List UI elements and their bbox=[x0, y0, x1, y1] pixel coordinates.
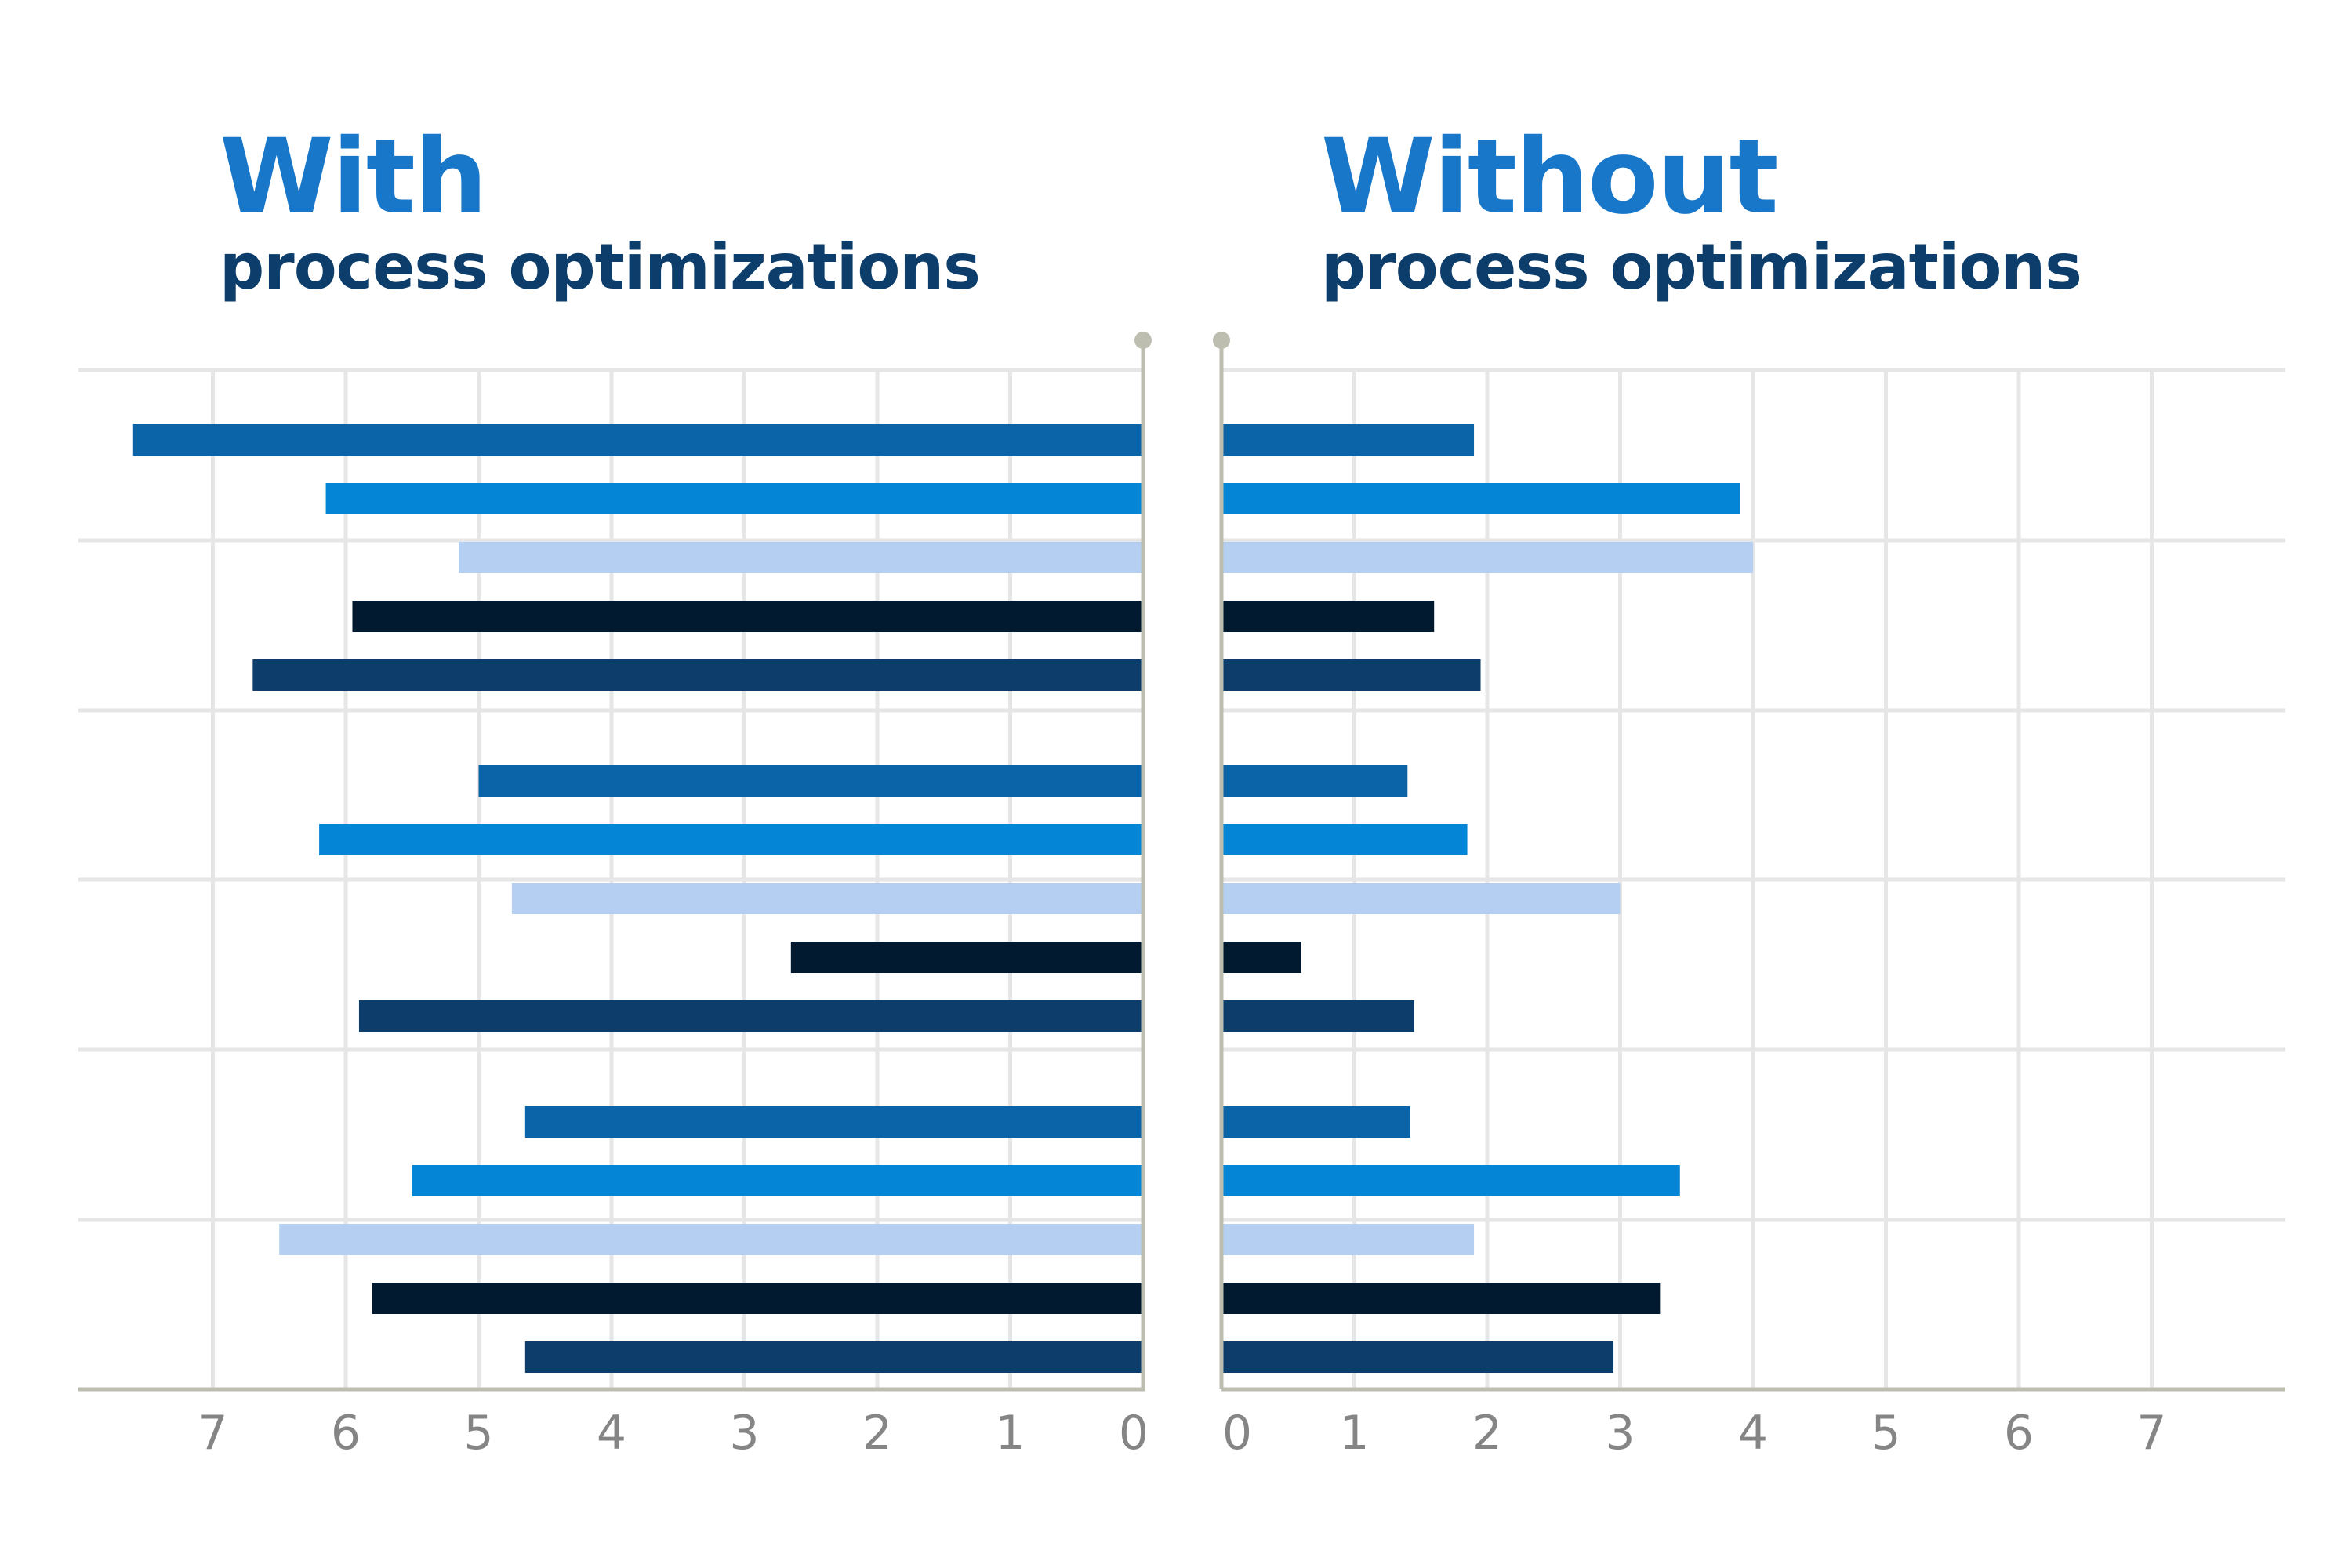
right-axis-dot bbox=[1213, 332, 1230, 349]
right-bar bbox=[1221, 542, 1753, 573]
right-x-tick-label: 7 bbox=[2136, 1406, 2166, 1461]
left-bar bbox=[524, 1341, 1143, 1373]
left-bar bbox=[319, 824, 1144, 855]
left-x-tick-label: 6 bbox=[331, 1406, 361, 1461]
right-bar bbox=[1221, 424, 1475, 456]
right-bar bbox=[1221, 659, 1481, 691]
right-x-tick-label: 3 bbox=[1605, 1406, 1635, 1461]
left-bar bbox=[412, 1165, 1143, 1196]
right-x-tick-label: 0 bbox=[1222, 1406, 1252, 1461]
right-x-tick-label: 5 bbox=[1871, 1406, 1900, 1461]
right-panel-title: Without bbox=[1321, 117, 1779, 238]
right-x-tick-label: 6 bbox=[2004, 1406, 2034, 1461]
left-panel-title: With bbox=[220, 117, 488, 238]
right-bar bbox=[1221, 1341, 1614, 1373]
left-bar bbox=[478, 765, 1143, 797]
right-bar bbox=[1221, 1165, 1680, 1196]
left-x-tick-label: 7 bbox=[198, 1406, 227, 1461]
left-bar bbox=[372, 1283, 1143, 1314]
left-bar bbox=[459, 542, 1143, 573]
left-x-tick-label: 0 bbox=[1119, 1406, 1149, 1461]
left-x-tick-label: 3 bbox=[729, 1406, 759, 1461]
right-bar bbox=[1221, 1106, 1410, 1138]
left-bar bbox=[511, 883, 1143, 914]
right-panel-title-block: Without process optimizations bbox=[1321, 125, 2082, 303]
left-x-tick-label: 2 bbox=[862, 1406, 892, 1461]
left-bar bbox=[790, 942, 1143, 973]
right-bar bbox=[1221, 1000, 1414, 1032]
left-x-tick-label: 1 bbox=[995, 1406, 1025, 1461]
right-bar bbox=[1221, 601, 1435, 632]
left-panel-subtitle: process optimizations bbox=[220, 230, 981, 303]
left-bar bbox=[132, 424, 1143, 456]
right-bar bbox=[1221, 483, 1740, 514]
right-x-tick-label: 2 bbox=[1472, 1406, 1502, 1461]
left-x-tick-label: 4 bbox=[597, 1406, 626, 1461]
left-bar bbox=[352, 601, 1144, 632]
right-bar bbox=[1221, 1224, 1475, 1255]
right-bar bbox=[1221, 1283, 1661, 1314]
right-panel-subtitle: process optimizations bbox=[1321, 230, 2082, 303]
left-bar bbox=[252, 659, 1144, 691]
left-bar bbox=[279, 1224, 1143, 1255]
right-bar bbox=[1221, 942, 1301, 973]
left-bar bbox=[524, 1106, 1143, 1138]
left-x-tick-label: 5 bbox=[463, 1406, 493, 1461]
left-bar bbox=[358, 1000, 1143, 1032]
right-bar bbox=[1221, 824, 1468, 855]
left-panel-title-block: With process optimizations bbox=[220, 117, 981, 303]
right-bar bbox=[1221, 765, 1408, 797]
right-x-tick-label: 4 bbox=[1738, 1406, 1768, 1461]
left-bar bbox=[325, 483, 1144, 514]
right-x-tick-label: 1 bbox=[1339, 1406, 1369, 1461]
right-bar bbox=[1221, 883, 1621, 914]
left-axis-dot bbox=[1134, 332, 1152, 349]
